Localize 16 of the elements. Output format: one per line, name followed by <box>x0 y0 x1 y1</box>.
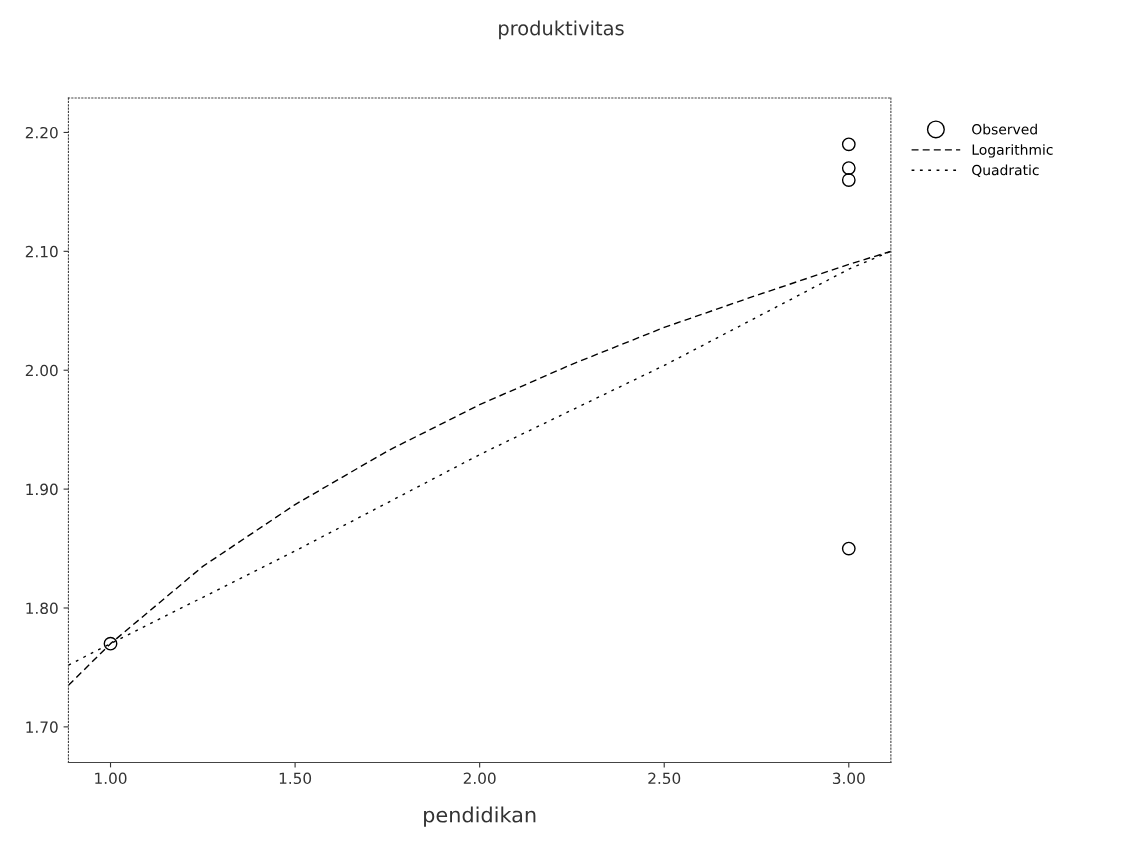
x-tick-label: 1.00 <box>95 772 127 785</box>
y-tick-label: 1.80 <box>26 602 58 615</box>
x-tick-label: 3.00 <box>832 772 865 785</box>
y-tick-label: 2.20 <box>25 126 58 139</box>
x-tick-label: 1.50 <box>279 772 312 785</box>
y-tick-label: 1.90 <box>26 483 58 496</box>
y-tick-label: 2.10 <box>25 245 58 258</box>
y-tick-label: 1.70 <box>26 721 58 733</box>
chart-title: produktivitas <box>499 20 624 40</box>
legend-label: Observed <box>972 123 1037 135</box>
x-tick-label: 2.50 <box>648 772 681 785</box>
y-tick-label: 2.00 <box>25 364 58 377</box>
legend-label: Quadratic <box>972 164 1039 177</box>
x-axis-title: pendidikan <box>424 806 536 827</box>
x-tick-label: 2.00 <box>463 772 496 785</box>
legend-label: Logarithmic <box>972 144 1053 158</box>
